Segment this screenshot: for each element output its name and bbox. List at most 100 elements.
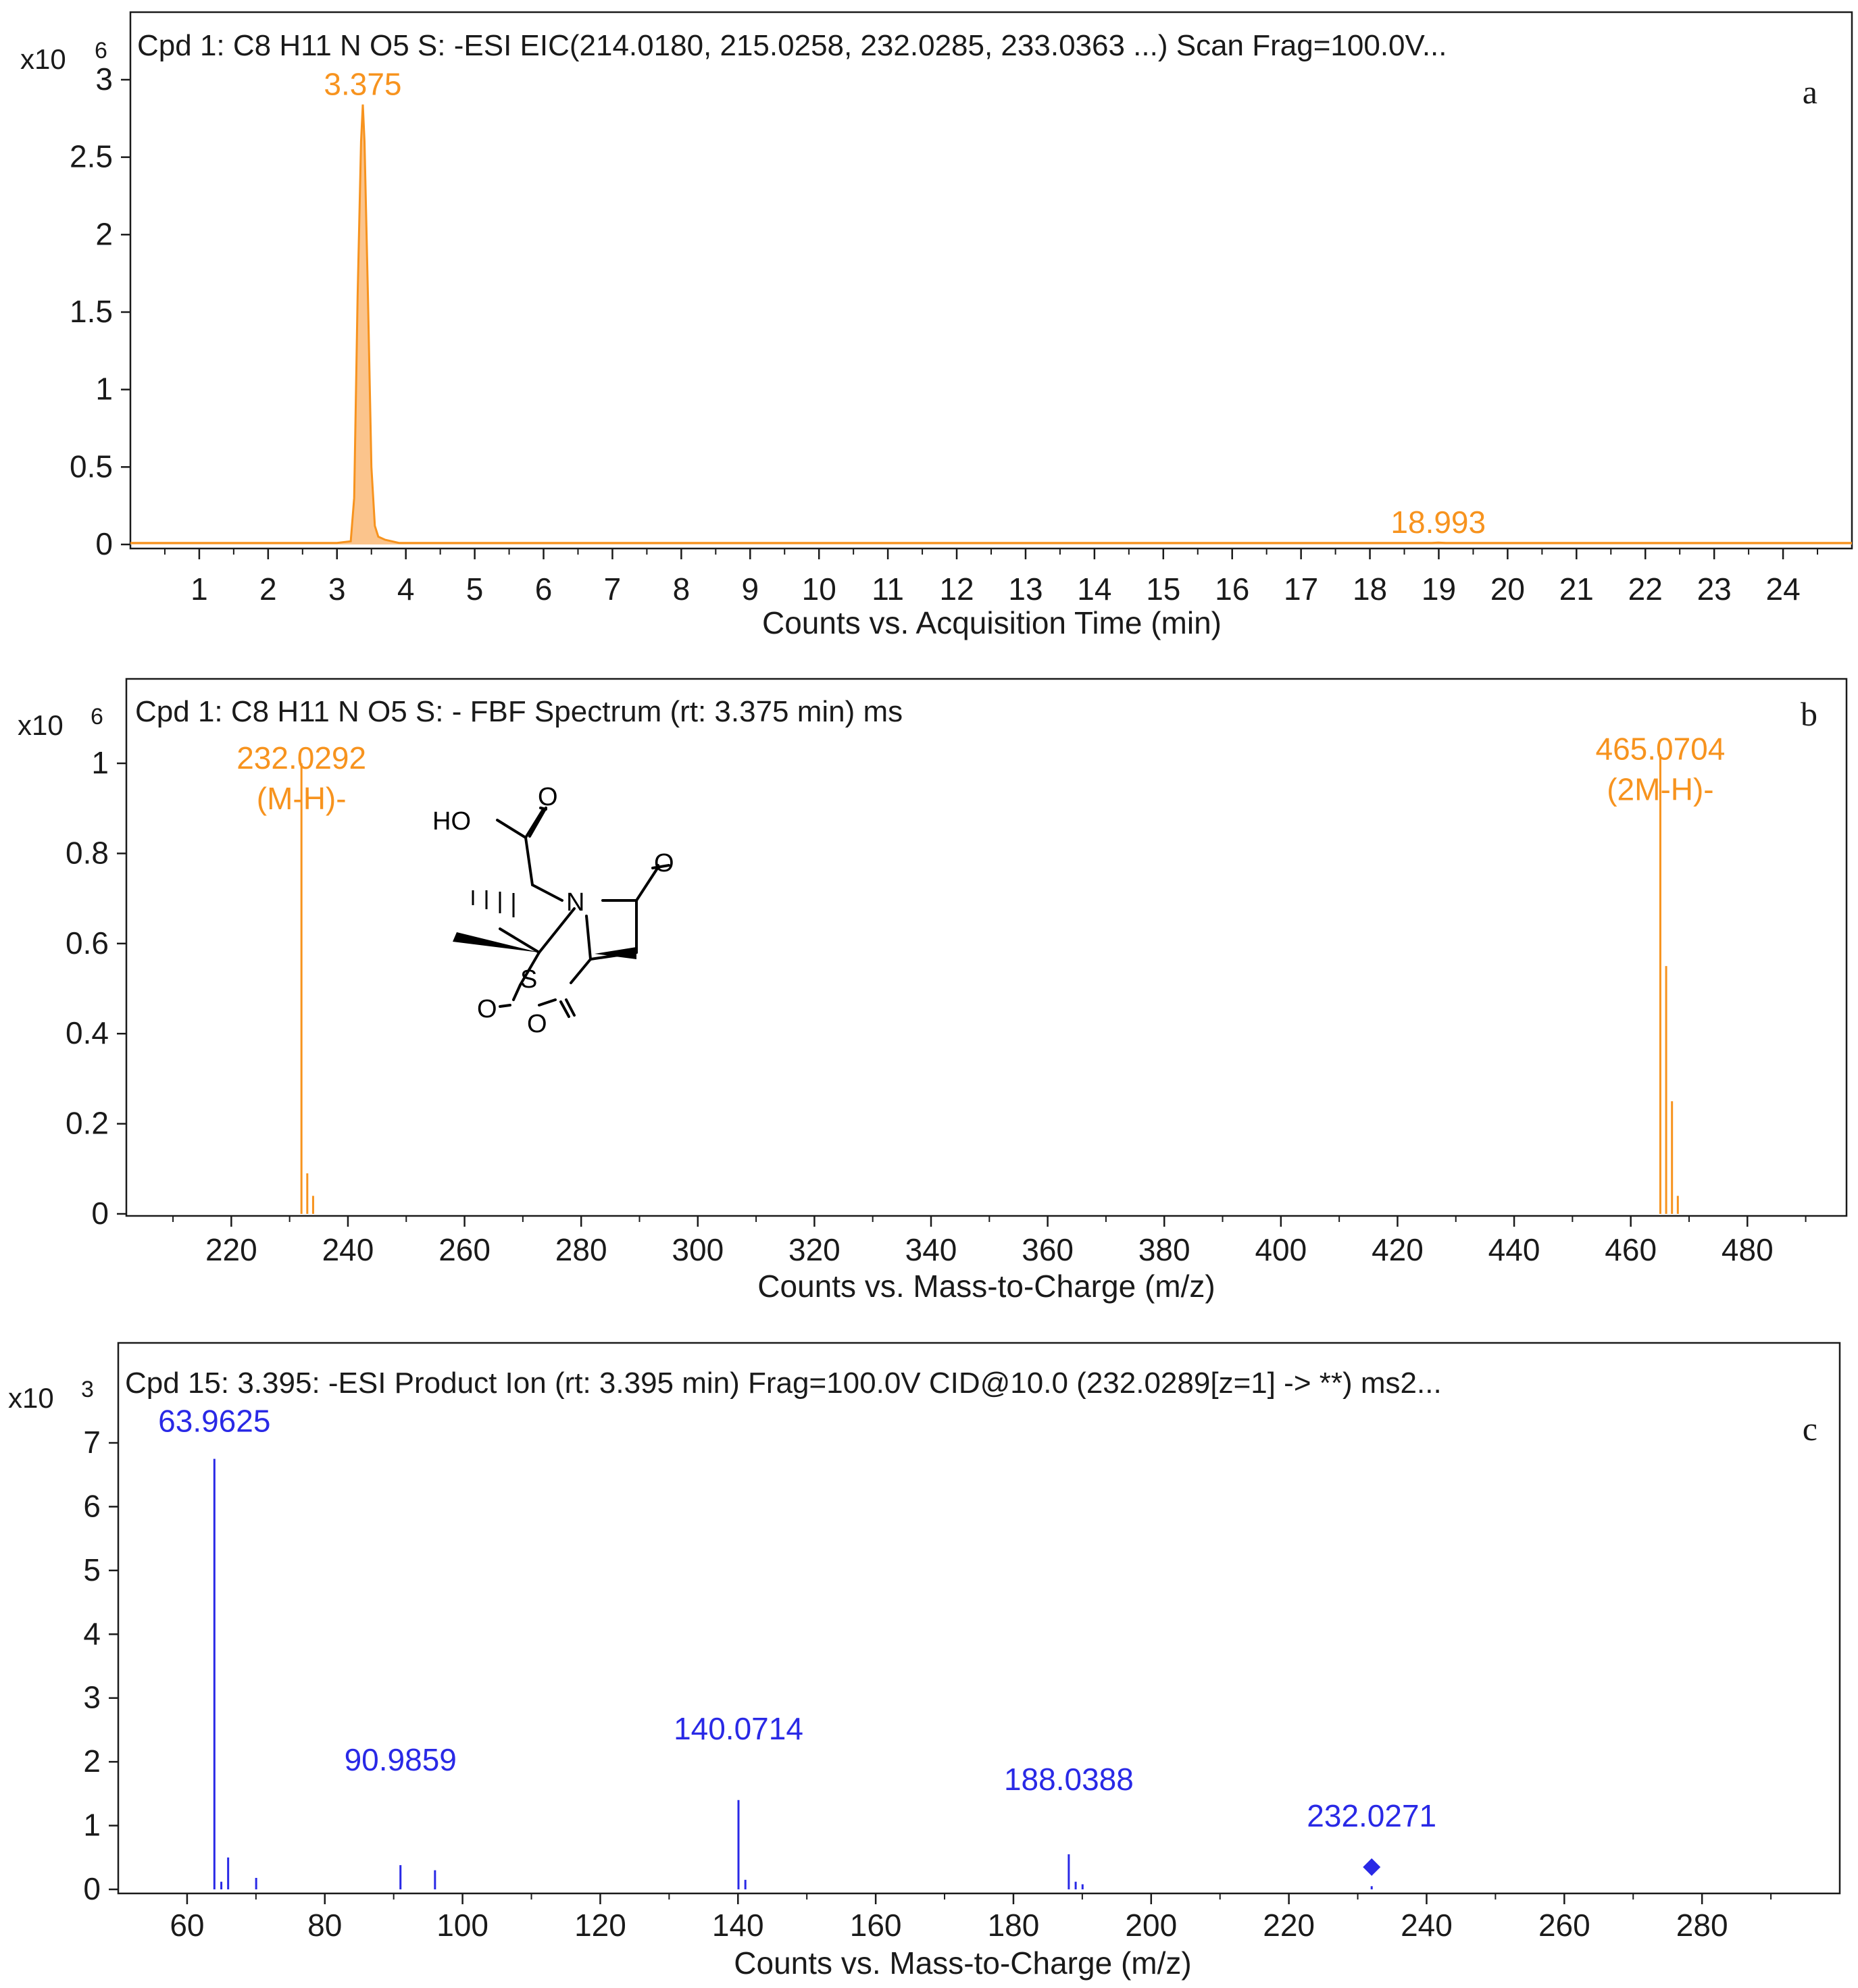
structure-atom-s: S bbox=[520, 965, 537, 994]
y-tick-label: 1.5 bbox=[70, 294, 113, 329]
x-tick-label: 19 bbox=[1422, 571, 1456, 607]
x-tick-label: 2 bbox=[259, 571, 277, 607]
panel-c-frame bbox=[117, 1342, 1841, 1895]
panel-c: Cpd 15: 3.395: -ESI Product Ion (rt: 3.3… bbox=[8, 1342, 1841, 1981]
y-tick-label: 6 bbox=[83, 1488, 101, 1523]
structure-hash-bond bbox=[472, 890, 515, 917]
y-tick-label: 3 bbox=[95, 61, 113, 97]
x-tick-label: 320 bbox=[788, 1232, 840, 1267]
x-tick-label: 11 bbox=[872, 571, 904, 607]
x-tick-label: 280 bbox=[1676, 1908, 1728, 1943]
peak-label: 232.0292 bbox=[236, 740, 366, 775]
x-tick-label: 21 bbox=[1559, 571, 1594, 607]
structure-atom-n: N bbox=[566, 888, 584, 917]
peak-label: 232.0271 bbox=[1307, 1798, 1436, 1833]
x-tick-label: 460 bbox=[1605, 1232, 1657, 1267]
y-tick-label: 1 bbox=[83, 1808, 101, 1843]
x-tick-label: 160 bbox=[850, 1908, 902, 1943]
y-tick-label: 1 bbox=[95, 372, 113, 407]
y-tick-label: 2 bbox=[95, 216, 113, 251]
precursor-diamond bbox=[1363, 1858, 1381, 1876]
x-tick-label: 480 bbox=[1722, 1232, 1774, 1267]
x-tick-label: 80 bbox=[307, 1908, 342, 1943]
panel-c-letter: c bbox=[1803, 1410, 1817, 1448]
x-tick-label: 9 bbox=[741, 571, 759, 607]
x-tick-label: 260 bbox=[438, 1232, 491, 1267]
panel-a-x-axis-label: Counts vs. Acquisition Time (min) bbox=[762, 605, 1222, 640]
y-tick-label: 7 bbox=[83, 1425, 101, 1460]
x-tick-label: 24 bbox=[1765, 571, 1800, 607]
panel-a-exponent-base: x10 bbox=[20, 43, 66, 75]
panel-c-title: Cpd 15: 3.395: -ESI Product Ion (rt: 3.3… bbox=[125, 1367, 1442, 1400]
x-tick-label: 12 bbox=[939, 571, 974, 607]
x-tick-label: 340 bbox=[905, 1232, 957, 1267]
x-tick-label: 100 bbox=[436, 1908, 488, 1943]
y-tick-label: 5 bbox=[83, 1552, 101, 1587]
x-tick-label: 240 bbox=[322, 1232, 374, 1267]
panel-b: Cpd 1: C8 H11 N O5 S: - FBF Spectrum (rt… bbox=[18, 678, 1848, 1304]
y-tick-label: 0.5 bbox=[70, 449, 113, 484]
x-tick-label: 13 bbox=[1008, 571, 1043, 607]
panel-b-frame bbox=[125, 678, 1848, 1217]
x-tick-label: 16 bbox=[1215, 571, 1249, 607]
x-tick-label: 360 bbox=[1022, 1232, 1074, 1267]
panel-a-exponent-power: 6 bbox=[95, 38, 107, 63]
y-tick-label: 0.6 bbox=[66, 925, 109, 961]
x-tick-label: 220 bbox=[205, 1232, 257, 1267]
panel-c-exponent-base: x10 bbox=[8, 1382, 54, 1414]
x-tick-label: 14 bbox=[1077, 571, 1111, 607]
panel-b-x-axis-label: Counts vs. Mass-to-Charge (m/z) bbox=[757, 1269, 1215, 1304]
peak-label: 140.0714 bbox=[674, 1711, 803, 1746]
y-tick-label: 0.2 bbox=[66, 1106, 109, 1141]
x-tick-label: 7 bbox=[604, 571, 622, 607]
structure-wedge-bond-2 bbox=[595, 947, 636, 959]
x-tick-label: 8 bbox=[673, 571, 691, 607]
peak-label: 63.9625 bbox=[158, 1404, 270, 1439]
x-tick-label: 180 bbox=[988, 1908, 1040, 1943]
structure-atom-o-sulfone-2: O bbox=[527, 1010, 547, 1038]
structure-wedge-bond bbox=[453, 932, 539, 952]
structure-atom-ho: HO bbox=[432, 807, 471, 836]
panel-b-exponent-power: 6 bbox=[91, 704, 103, 730]
peak-label: 90.9859 bbox=[345, 1742, 457, 1777]
x-tick-label: 420 bbox=[1372, 1232, 1424, 1267]
panel-b-exponent-base: x10 bbox=[18, 709, 64, 741]
y-tick-label: 0.8 bbox=[66, 835, 109, 870]
peak-label: 18.993 bbox=[1390, 505, 1486, 540]
y-tick-label: 4 bbox=[83, 1616, 101, 1651]
x-tick-label: 260 bbox=[1538, 1908, 1590, 1943]
y-tick-label: 3 bbox=[83, 1680, 101, 1715]
y-tick-label: 0.4 bbox=[66, 1015, 109, 1050]
x-tick-label: 10 bbox=[802, 571, 836, 607]
x-tick-label: 1 bbox=[191, 571, 208, 607]
x-tick-label: 22 bbox=[1628, 571, 1663, 607]
x-tick-label: 3 bbox=[328, 571, 346, 607]
x-tick-label: 20 bbox=[1490, 571, 1525, 607]
x-tick-label: 23 bbox=[1697, 571, 1732, 607]
y-tick-label: 1 bbox=[91, 745, 109, 780]
y-tick-label: 0 bbox=[91, 1196, 109, 1231]
panel-b-title: Cpd 1: C8 H11 N O5 S: - FBF Spectrum (rt… bbox=[135, 695, 903, 728]
x-tick-label: 380 bbox=[1138, 1232, 1190, 1267]
x-tick-label: 17 bbox=[1284, 571, 1318, 607]
peak-ion-label: (2M-H)- bbox=[1607, 772, 1713, 807]
panel-c-x-axis-label: Counts vs. Mass-to-Charge (m/z) bbox=[734, 1945, 1191, 1981]
x-tick-label: 440 bbox=[1488, 1232, 1540, 1267]
panel-a: Cpd 1: C8 H11 N O5 S: -ESI EIC(214.0180,… bbox=[20, 11, 1853, 640]
y-tick-label: 2 bbox=[83, 1743, 101, 1779]
x-tick-label: 140 bbox=[712, 1908, 764, 1943]
x-tick-label: 300 bbox=[672, 1232, 724, 1267]
x-tick-label: 200 bbox=[1125, 1908, 1177, 1943]
x-tick-label: 280 bbox=[555, 1232, 607, 1267]
x-tick-label: 60 bbox=[170, 1908, 204, 1943]
x-tick-label: 220 bbox=[1263, 1908, 1315, 1943]
x-tick-label: 15 bbox=[1146, 571, 1180, 607]
y-tick-label: 0 bbox=[95, 526, 113, 561]
chromatogram-fill bbox=[130, 104, 1852, 544]
panel-c-exponent-power: 3 bbox=[81, 1377, 94, 1402]
structure-atom-o-sulfone-1: O bbox=[477, 995, 497, 1023]
panel-b-letter: b bbox=[1801, 695, 1817, 733]
chemical-structure bbox=[496, 807, 670, 1018]
x-tick-label: 5 bbox=[466, 571, 484, 607]
